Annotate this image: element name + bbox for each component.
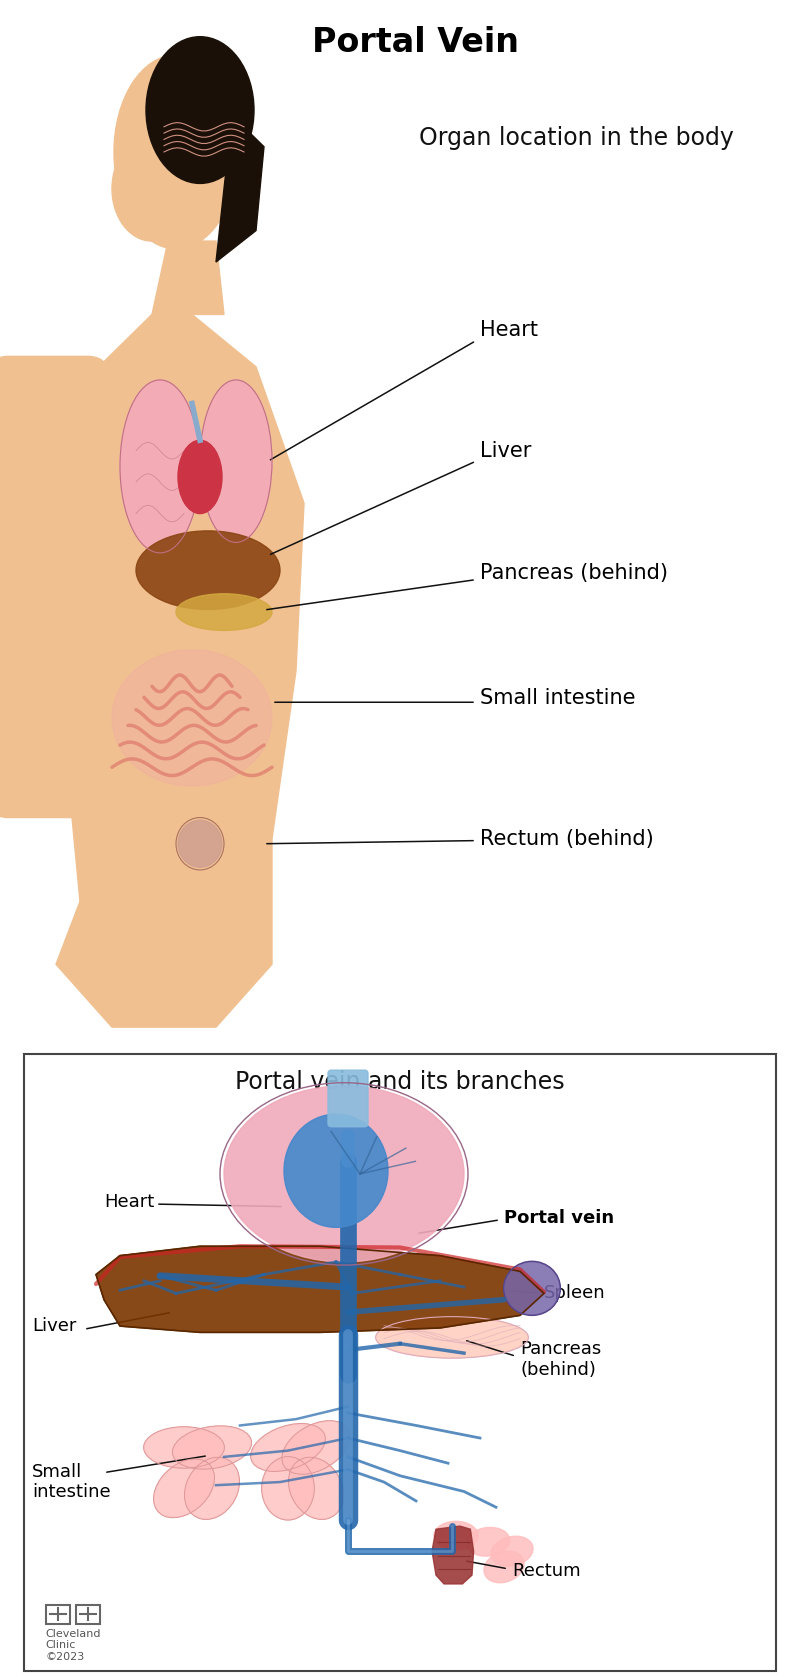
Ellipse shape bbox=[146, 37, 254, 183]
Ellipse shape bbox=[185, 1457, 239, 1519]
Text: Pancreas (behind): Pancreas (behind) bbox=[480, 563, 668, 584]
Text: Portal Vein: Portal Vein bbox=[313, 27, 519, 59]
Bar bbox=[46, 1605, 70, 1623]
Ellipse shape bbox=[112, 136, 192, 241]
Text: Organ location in the body: Organ location in the body bbox=[418, 126, 734, 149]
Ellipse shape bbox=[491, 1536, 533, 1566]
Text: Liver: Liver bbox=[32, 1316, 76, 1335]
Polygon shape bbox=[96, 1246, 544, 1332]
Text: Spleen: Spleen bbox=[544, 1285, 606, 1303]
Ellipse shape bbox=[154, 1459, 214, 1518]
Ellipse shape bbox=[262, 1457, 314, 1519]
Ellipse shape bbox=[144, 1427, 224, 1467]
Ellipse shape bbox=[504, 1261, 560, 1315]
FancyBboxPatch shape bbox=[0, 357, 112, 818]
Ellipse shape bbox=[136, 532, 280, 609]
Text: Rectum: Rectum bbox=[512, 1563, 581, 1580]
Ellipse shape bbox=[200, 381, 272, 542]
Ellipse shape bbox=[120, 381, 200, 553]
FancyBboxPatch shape bbox=[328, 1070, 368, 1127]
Polygon shape bbox=[432, 1526, 474, 1583]
Text: Small
intestine: Small intestine bbox=[32, 1462, 110, 1501]
Ellipse shape bbox=[114, 55, 238, 248]
Ellipse shape bbox=[176, 594, 272, 631]
Text: Portal vein: Portal vein bbox=[504, 1209, 614, 1228]
Text: Heart: Heart bbox=[104, 1194, 154, 1211]
Ellipse shape bbox=[466, 1528, 510, 1556]
Ellipse shape bbox=[251, 1424, 325, 1471]
Polygon shape bbox=[56, 838, 272, 1026]
Ellipse shape bbox=[484, 1551, 524, 1583]
Text: Portal vein and its branches: Portal vein and its branches bbox=[235, 1070, 565, 1093]
Ellipse shape bbox=[173, 1425, 251, 1469]
Ellipse shape bbox=[162, 87, 238, 176]
Ellipse shape bbox=[434, 1521, 478, 1550]
Ellipse shape bbox=[376, 1316, 528, 1358]
Text: Pancreas
(behind): Pancreas (behind) bbox=[520, 1340, 602, 1378]
Ellipse shape bbox=[178, 820, 222, 867]
Ellipse shape bbox=[289, 1457, 343, 1519]
Polygon shape bbox=[56, 315, 304, 902]
Bar bbox=[76, 1605, 100, 1623]
Ellipse shape bbox=[112, 651, 272, 787]
Text: Heart: Heart bbox=[480, 320, 538, 340]
Ellipse shape bbox=[178, 439, 222, 513]
Polygon shape bbox=[152, 241, 224, 315]
Polygon shape bbox=[216, 116, 264, 262]
Text: Liver: Liver bbox=[480, 441, 531, 461]
Ellipse shape bbox=[284, 1114, 388, 1228]
Ellipse shape bbox=[282, 1420, 350, 1474]
Text: Rectum (behind): Rectum (behind) bbox=[480, 828, 654, 849]
Text: Small intestine: Small intestine bbox=[480, 688, 635, 708]
Ellipse shape bbox=[224, 1087, 464, 1261]
Text: Cleveland
Clinic
©2023: Cleveland Clinic ©2023 bbox=[46, 1628, 101, 1662]
